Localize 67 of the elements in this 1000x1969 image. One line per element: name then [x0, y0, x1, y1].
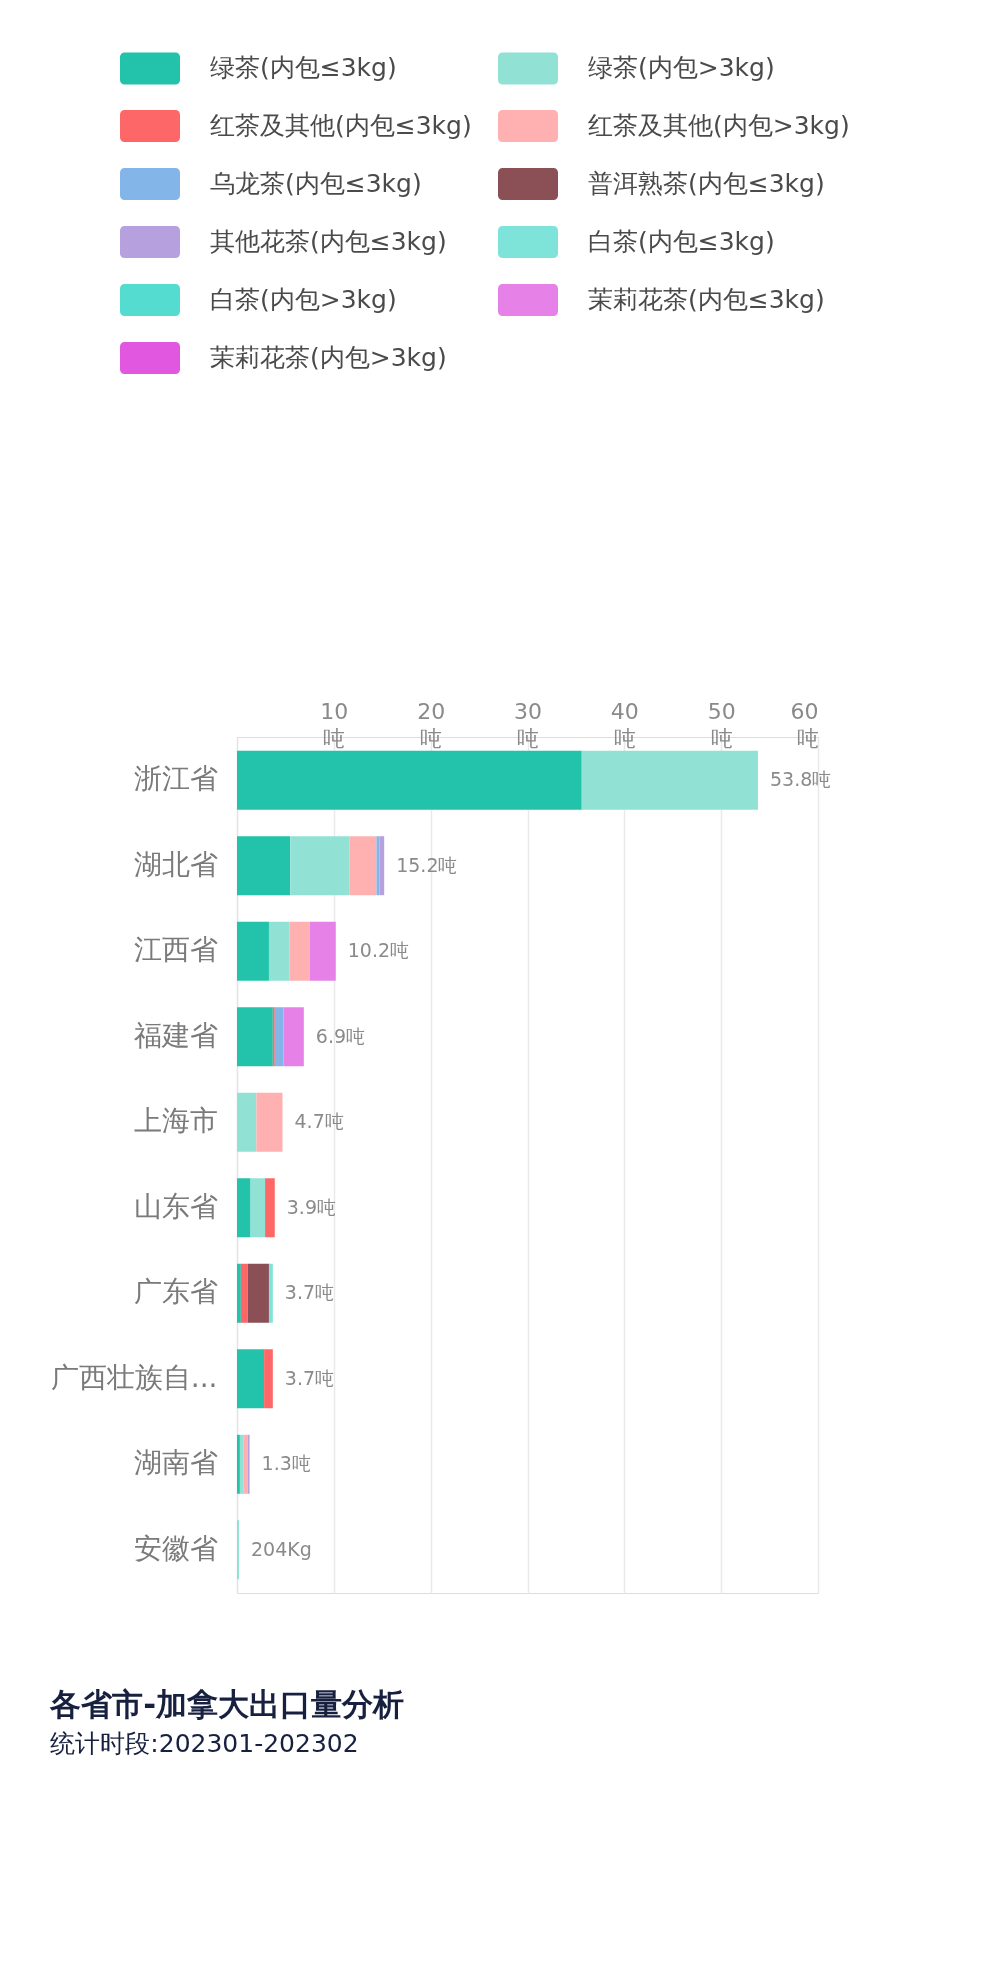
legend-label: 绿茶(内包≤3kg) [210, 53, 397, 83]
y-tick-label: 浙江省 [133, 762, 218, 796]
total-label: 3.7吨 [284, 1281, 335, 1304]
bar [289, 921, 310, 981]
y-tick-label: 广东省 [133, 1275, 218, 1309]
x-tick-label: 30 吨 [514, 698, 542, 751]
total-label: 6.9吨 [315, 1024, 366, 1047]
y-tick-label: 山东省 [133, 1189, 218, 1223]
x-tick-label: 40 吨 [610, 698, 639, 751]
bar [237, 1349, 265, 1409]
total-label: 4.7吨 [294, 1110, 344, 1133]
x-tick-label: 50 吨 [707, 698, 736, 751]
y-tick-label: 湖南省 [133, 1446, 218, 1480]
bar [237, 750, 582, 810]
bar [250, 1178, 266, 1238]
bar [237, 1263, 241, 1323]
y-tick-label: 广西壮族自... [50, 1360, 218, 1394]
y-tick-label: 湖北省 [133, 847, 218, 881]
total-label: 204Kg [250, 1537, 312, 1560]
legend-label: 茉莉花茶(内包≤3kg) [588, 285, 825, 314]
bar [237, 1434, 240, 1494]
bar [237, 1007, 273, 1067]
bar [376, 836, 380, 896]
bar [268, 1263, 273, 1323]
legend-label: 其他花茶(内包≤3kg) [210, 227, 447, 256]
y-tick-label: 福建省 [133, 1018, 218, 1052]
y-tick-label: 江西省 [133, 933, 218, 967]
bar [274, 1007, 284, 1067]
bar [264, 1349, 273, 1409]
bar [243, 1434, 248, 1494]
total-label: 15.2吨 [396, 853, 458, 876]
total-label: 3.9吨 [286, 1195, 336, 1218]
bar [581, 750, 758, 810]
bar [283, 1007, 304, 1067]
legend-label: 茉莉花茶(内包>3kg) [210, 343, 447, 372]
x-tick-label: 60 吨 [790, 698, 819, 751]
legend-label: 乌龙茶(内包≤3kg) [210, 169, 422, 198]
legend-label: 红茶及其他(内包≤3kg) [210, 111, 472, 140]
legend-label: 白茶(内包>3kg) [210, 285, 397, 314]
total-label: 10.2吨 [347, 939, 410, 962]
bar [265, 1178, 275, 1238]
bar [239, 1434, 244, 1494]
text: 统计时段:202301-202302 [50, 1729, 359, 1758]
text: 各省市-加拿大出口量分析 [49, 1686, 405, 1722]
bar [309, 921, 336, 981]
bar [290, 836, 350, 896]
legend-label: 普洱熟茶(内包≤3kg) [588, 169, 825, 198]
bar [240, 1263, 248, 1323]
legend-label: 绿茶(内包>3kg) [588, 53, 775, 83]
x-tick-label: 20 吨 [417, 698, 446, 751]
bar [379, 836, 385, 896]
bar [237, 921, 269, 981]
bar [349, 836, 377, 896]
total-label: 1.3吨 [261, 1452, 311, 1475]
bar [247, 1263, 269, 1323]
bar [256, 1092, 283, 1152]
bar [268, 921, 290, 981]
total-label: 53.8吨 [769, 768, 832, 791]
total-label: 3.7吨 [284, 1366, 335, 1389]
y-tick-label: 上海市 [133, 1104, 218, 1138]
y-tick-label: 安徽省 [133, 1531, 218, 1565]
bar [237, 1092, 257, 1152]
legend-label: 白茶(内包≤3kg) [588, 227, 775, 256]
x-tick-label: 10 吨 [320, 698, 349, 751]
bar [237, 1178, 251, 1238]
bar [237, 836, 291, 896]
legend-label: 红茶及其他(内包>3kg) [588, 111, 850, 140]
